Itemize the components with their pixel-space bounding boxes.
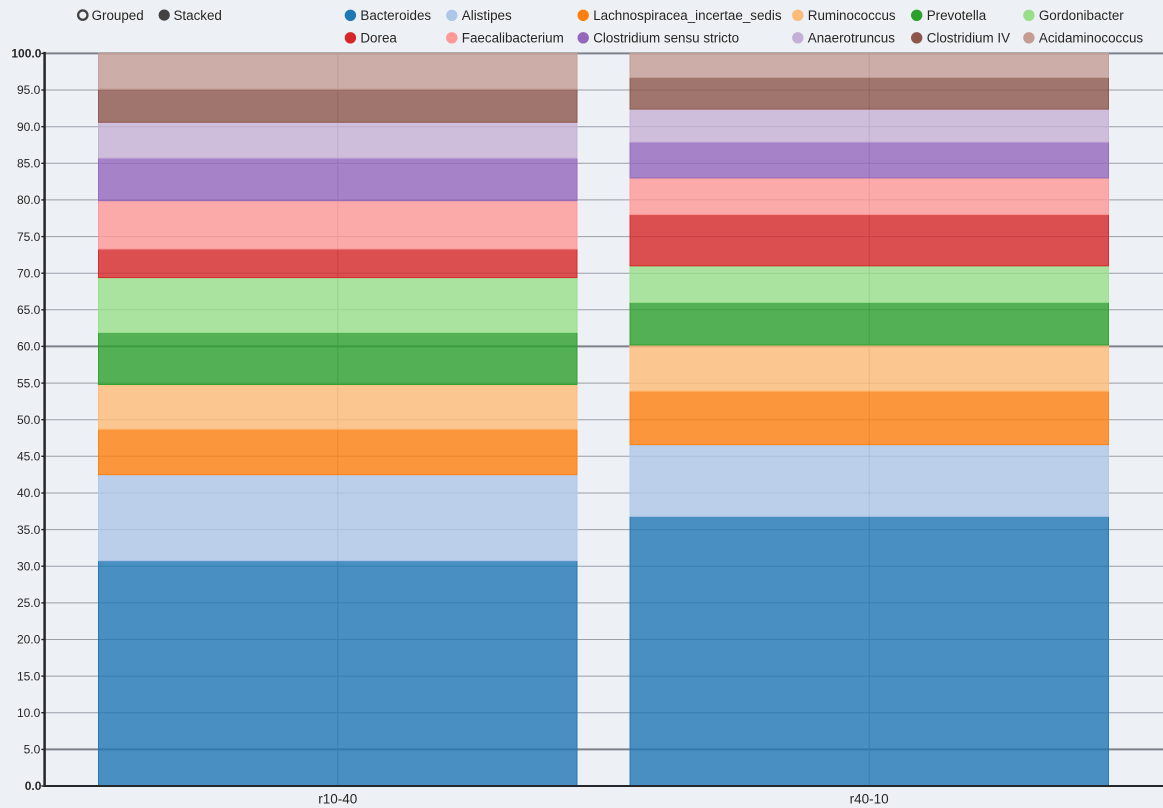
svg-text:40.0: 40.0 [17, 486, 41, 500]
svg-text:Clostridium IV: Clostridium IV [927, 31, 1010, 46]
svg-text:30.0: 30.0 [17, 559, 41, 573]
svg-text:95.0: 95.0 [17, 83, 41, 97]
svg-text:Dorea: Dorea [360, 31, 397, 46]
svg-text:70.0: 70.0 [17, 266, 41, 280]
svg-text:20.0: 20.0 [17, 633, 41, 647]
svg-text:Anaerotruncus: Anaerotruncus [808, 31, 895, 46]
svg-text:Acidaminococcus: Acidaminococcus [1039, 31, 1144, 46]
svg-text:Bacteroides: Bacteroides [360, 8, 431, 23]
svg-text:0.0: 0.0 [25, 779, 42, 793]
svg-text:Stacked: Stacked [174, 8, 222, 23]
svg-text:35.0: 35.0 [17, 523, 41, 537]
svg-text:Ruminococcus: Ruminococcus [808, 8, 896, 23]
svg-text:Gordonibacter: Gordonibacter [1039, 8, 1124, 23]
svg-text:Alistipes: Alistipes [462, 8, 512, 23]
svg-text:Prevotella: Prevotella [927, 8, 987, 23]
svg-text:65.0: 65.0 [17, 303, 41, 317]
svg-text:Lachnospiracea_incertae_sedis: Lachnospiracea_incertae_sedis [593, 8, 782, 23]
svg-text:Faecalibacterium: Faecalibacterium [462, 31, 564, 46]
svg-text:60.0: 60.0 [17, 340, 41, 354]
svg-text:r40-10: r40-10 [850, 792, 889, 807]
svg-text:r10-40: r10-40 [318, 792, 357, 807]
svg-text:15.0: 15.0 [17, 669, 41, 683]
svg-text:90.0: 90.0 [17, 120, 41, 134]
svg-text:85.0: 85.0 [17, 157, 41, 171]
svg-text:100.0: 100.0 [11, 47, 41, 61]
svg-text:5.0: 5.0 [24, 743, 41, 757]
svg-text:25.0: 25.0 [17, 596, 41, 610]
svg-text:55.0: 55.0 [17, 376, 41, 390]
svg-text:50.0: 50.0 [17, 413, 41, 427]
svg-text:10.0: 10.0 [17, 706, 41, 720]
svg-text:Grouped: Grouped [92, 8, 144, 23]
svg-text:75.0: 75.0 [17, 230, 41, 244]
svg-text:45.0: 45.0 [17, 450, 41, 464]
svg-text:80.0: 80.0 [17, 193, 41, 207]
svg-text:Clostridium sensu stricto: Clostridium sensu stricto [593, 31, 739, 46]
